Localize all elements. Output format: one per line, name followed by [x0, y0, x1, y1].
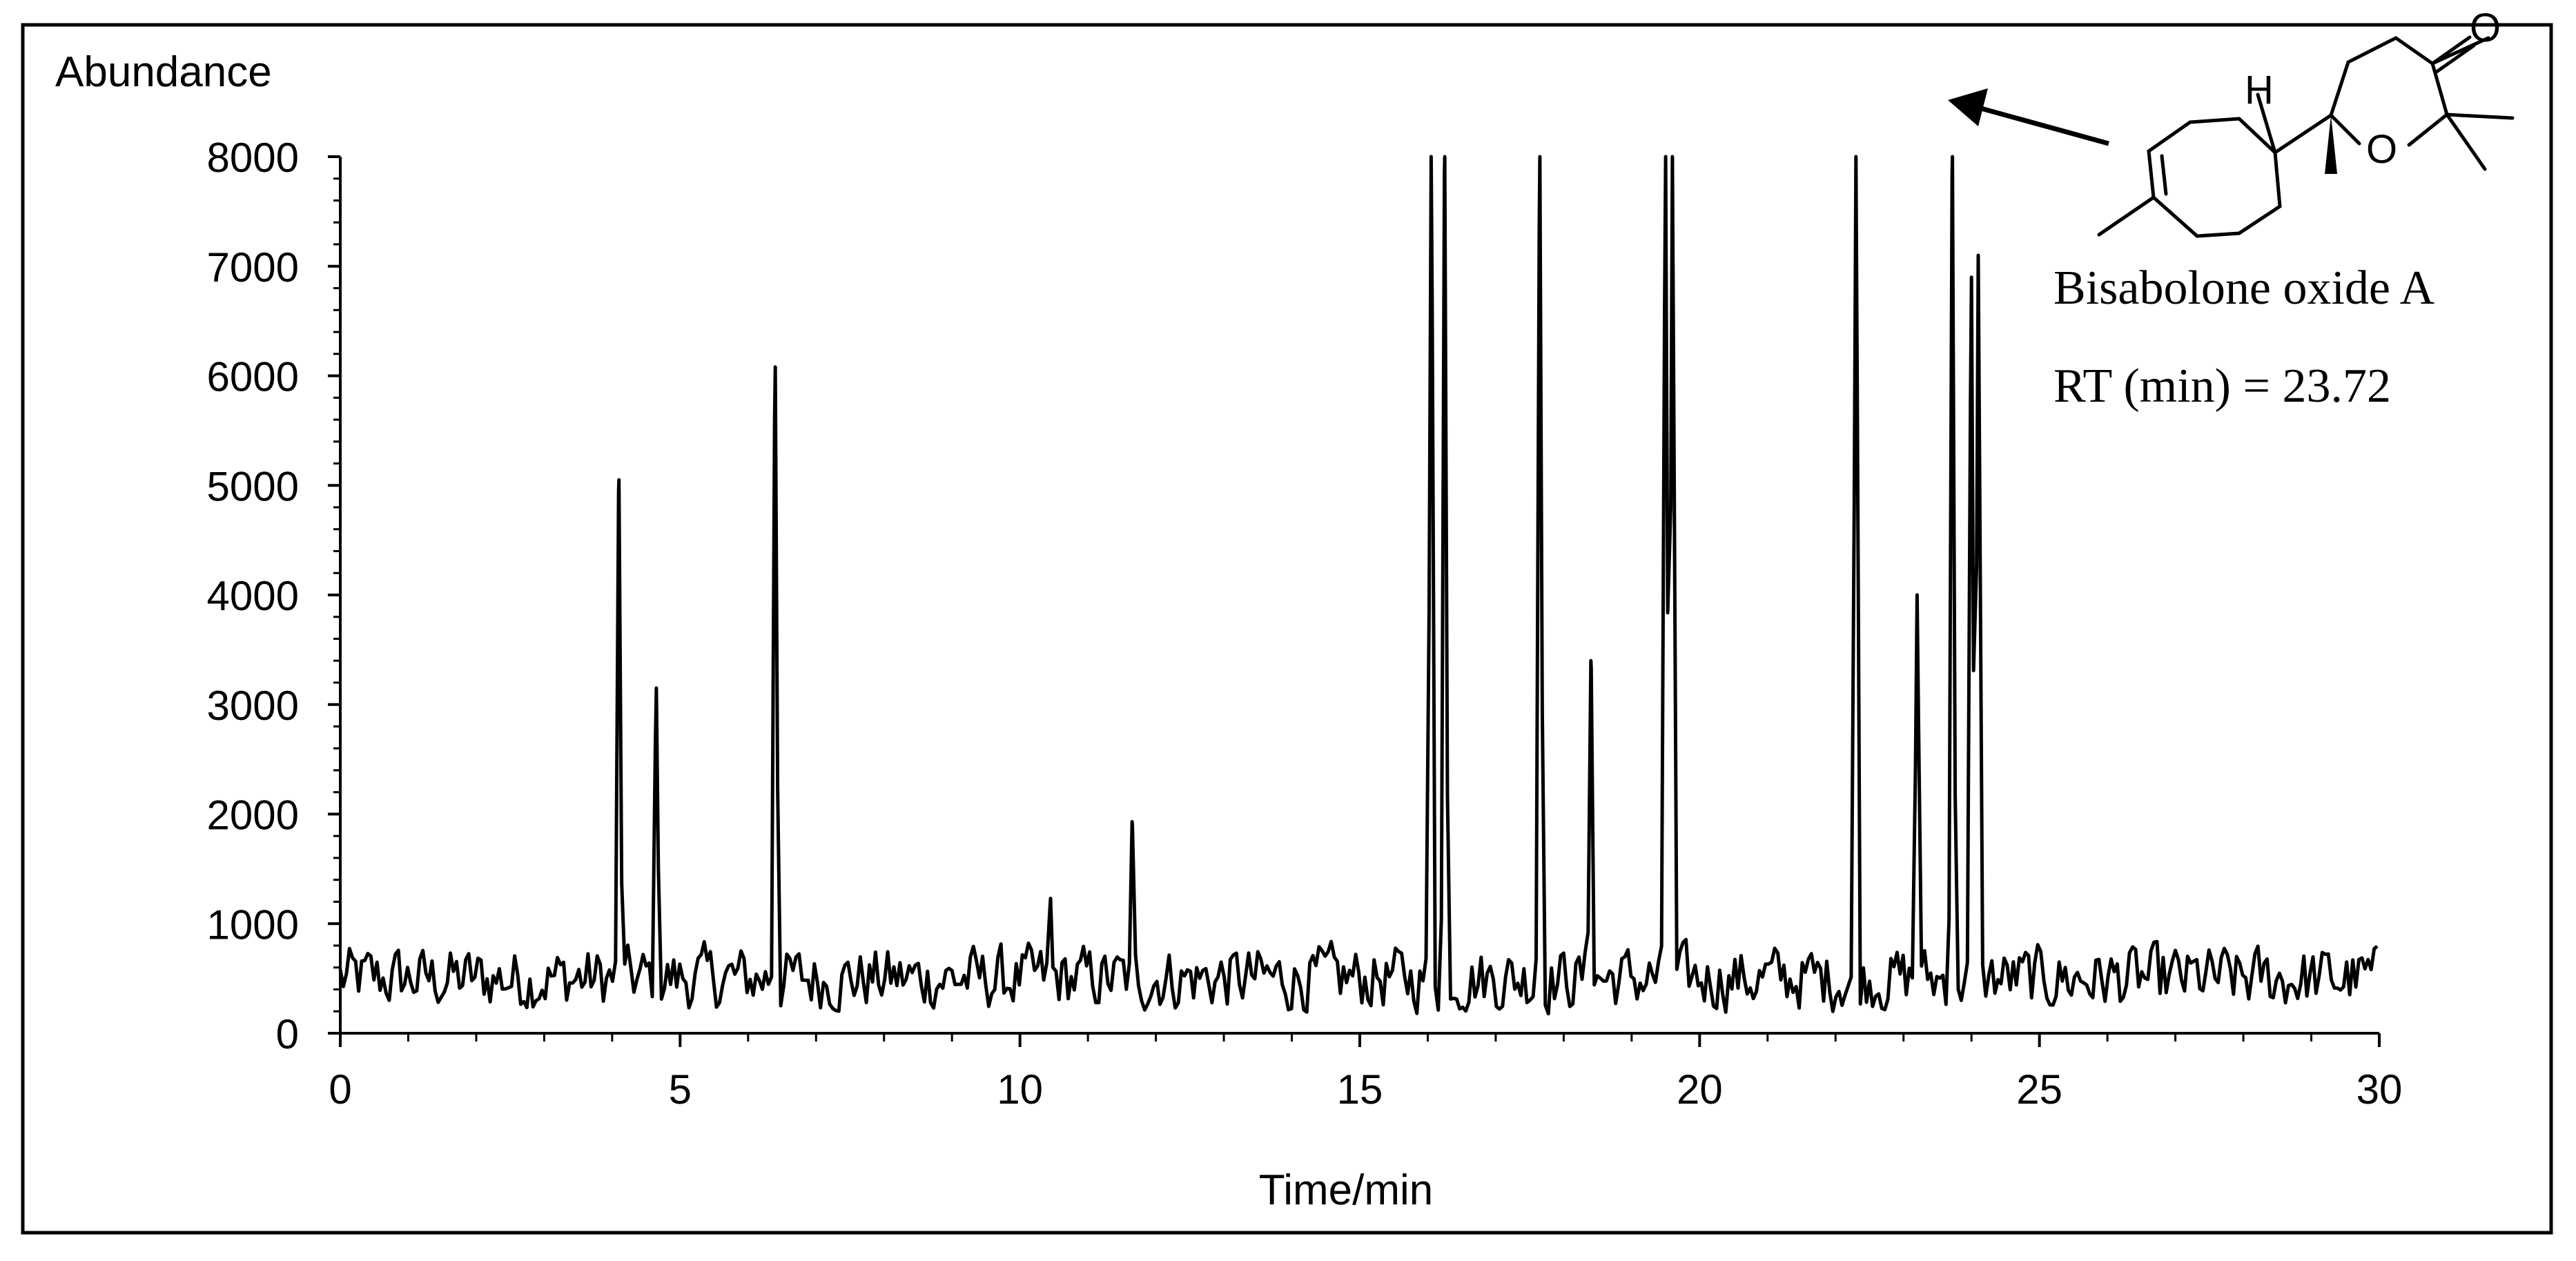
x-tick-label: 30: [2357, 1066, 2403, 1113]
figure-frame: [21, 23, 2553, 1235]
peak-apex-9: [1664, 155, 1668, 158]
x-axis-ticks: 0 5 10 15 20 25 30: [329, 1033, 2402, 1113]
peak-apex-12: [1915, 594, 1919, 596]
peak-apex-1: [654, 686, 658, 690]
peak-apex-0: [617, 478, 621, 482]
x-axis-label: Time/min: [1259, 1166, 1434, 1214]
chromatogram-trace: [338, 155, 2379, 1016]
x-tick-label: 20: [1677, 1066, 1723, 1113]
structure-atom-ketone-oxygen: O: [2470, 6, 2501, 50]
peak-apex-11: [1854, 155, 1857, 158]
y-tick-label: 5000: [207, 463, 299, 509]
y-tick-label: 1000: [207, 901, 299, 948]
x-tick-label: 15: [1337, 1066, 1383, 1113]
peak-apex-15: [1977, 253, 1980, 257]
peak-apex-3: [1048, 897, 1052, 900]
methyl-wedge: [2325, 115, 2337, 174]
y-tick-label: 4000: [207, 573, 299, 619]
structure-atom-h: H: [2245, 68, 2274, 113]
x-tick-label: 10: [997, 1066, 1043, 1113]
y-axis-label: Abundance: [55, 48, 272, 96]
annotation-arrow: [1948, 88, 2109, 146]
peak-apex-5: [1430, 155, 1433, 158]
y-tick-label: 7000: [207, 244, 299, 291]
peak-apex-8: [1589, 659, 1592, 663]
peak-apex-10: [1670, 155, 1674, 158]
peak-apex-13: [1951, 155, 1954, 158]
x-tick-label: 0: [329, 1066, 351, 1113]
peak-apex-2: [774, 365, 777, 369]
y-tick-label: 8000: [207, 135, 299, 181]
y-tick-label: 3000: [207, 683, 299, 729]
chromatogram-series: [338, 155, 2379, 1016]
peak-apex-6: [1443, 155, 1447, 158]
peak-apex-7: [1538, 155, 1541, 158]
x-tick-label: 5: [669, 1066, 692, 1113]
y-tick-label: 2000: [207, 792, 299, 839]
peak-apex-4: [1131, 820, 1134, 823]
peak-apex-14: [1970, 275, 1973, 279]
x-tick-label: 25: [2016, 1066, 2062, 1113]
retention-time-label: RT (min) = 23.72: [2053, 360, 2391, 413]
bisabolone-oxide-structure: [2097, 35, 2515, 238]
y-tick-label: 6000: [207, 354, 299, 400]
compound-name-label: Bisabolone oxide A: [2053, 262, 2435, 315]
y-tick-label: 0: [276, 1011, 299, 1057]
y-axis-ticks: 0 1000 2000 3000 4000 5000 6000 7000 8000: [207, 135, 340, 1057]
structure-atom-ring-oxygen: O: [2366, 127, 2397, 172]
